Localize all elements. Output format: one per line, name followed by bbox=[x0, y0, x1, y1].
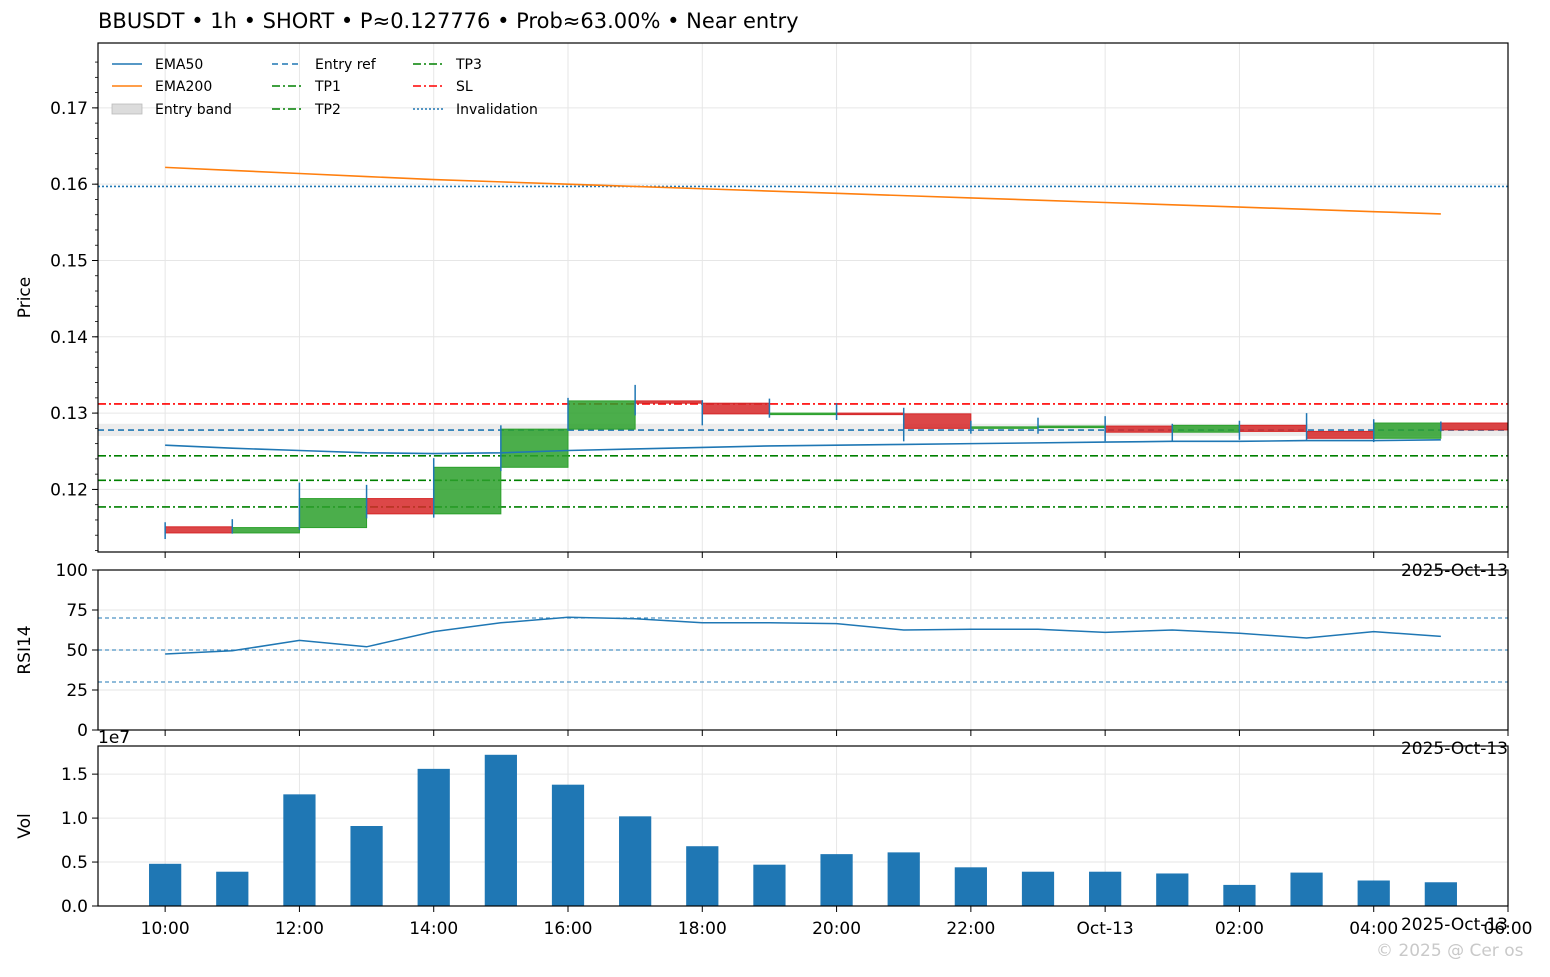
volume-bar bbox=[1290, 872, 1323, 906]
x-tick-label: 14:00 bbox=[409, 919, 458, 939]
candle-body bbox=[634, 400, 703, 404]
y-axis-label: RSI14 bbox=[15, 625, 35, 674]
volume-bar bbox=[619, 816, 652, 906]
x-tick-label: 12:00 bbox=[275, 919, 324, 939]
x-tick-label: 10:00 bbox=[141, 919, 190, 939]
legend-label: EMA200 bbox=[155, 79, 212, 95]
chart-title: BBUSDT • 1h • SHORT • P≈0.127776 • Prob≈… bbox=[98, 9, 799, 33]
x-tick-label: 22:00 bbox=[946, 919, 995, 939]
x-tick-label: Oct-13 bbox=[1077, 919, 1134, 939]
rsi-panel: 0 25 50 75 100 RSI14 2025-Oct-13 bbox=[15, 561, 1509, 759]
y-tick-label: 0.5 bbox=[61, 853, 88, 873]
legend-label: EMA50 bbox=[155, 57, 203, 73]
candle-body bbox=[701, 402, 770, 415]
y-tick-label: 0.13 bbox=[50, 404, 88, 424]
y-tick-label: 0 bbox=[77, 721, 88, 741]
ema200-line bbox=[165, 166, 1441, 215]
panel-frame bbox=[97, 569, 1509, 731]
x-tick-label: 16:00 bbox=[544, 919, 593, 939]
volume-bar bbox=[1357, 880, 1390, 906]
volume-bar bbox=[216, 871, 249, 906]
y-tick-label: 0.0 bbox=[61, 897, 88, 917]
candle-body bbox=[298, 498, 368, 529]
watermark: © 2025 @ Cer os bbox=[1376, 941, 1524, 961]
y-tick-label: 0.14 bbox=[50, 328, 88, 348]
y-tick-label: 0.15 bbox=[50, 251, 88, 271]
legend-label: SL bbox=[456, 79, 473, 95]
volume-bar bbox=[1089, 871, 1122, 906]
y-tick-label: 25 bbox=[66, 681, 88, 701]
candle-body bbox=[433, 466, 502, 515]
price-panel: 0.12 0.13 0.14 0.15 0.16 0.17 Price 2025-Oct-13… bbox=[15, 42, 1509, 581]
volume-bar bbox=[887, 852, 920, 906]
y-tick-label: 50 bbox=[66, 641, 88, 661]
volume-bar bbox=[551, 784, 585, 906]
volume-bar bbox=[1223, 884, 1256, 906]
candle-body bbox=[1104, 425, 1173, 433]
volume-exponent-label: 1e7 bbox=[98, 728, 130, 748]
volume-bar bbox=[484, 754, 517, 906]
candle-body bbox=[1306, 430, 1375, 439]
volume-bar bbox=[417, 768, 450, 906]
legend-label: Entry band bbox=[155, 102, 232, 118]
volume-bar bbox=[1424, 882, 1457, 906]
candle-body bbox=[231, 527, 300, 534]
panel-frame bbox=[97, 745, 1509, 907]
legend-label: TP3 bbox=[455, 57, 482, 73]
x-tick-label: 18:00 bbox=[678, 919, 727, 939]
x-offset-label: 2025-Oct-13 bbox=[1401, 915, 1508, 935]
x-tick-label: 20:00 bbox=[812, 919, 861, 939]
volume-bar bbox=[686, 846, 719, 906]
candle-body bbox=[1440, 422, 1509, 431]
candle-body bbox=[1171, 424, 1240, 433]
volume-panel: 0.0 0.5 1.0 1.5 Vol 2025-Oct-13 1e7 bbox=[15, 728, 1509, 935]
candle-body bbox=[1037, 425, 1106, 429]
x-tick-label: 02:00 bbox=[1215, 919, 1264, 939]
y-tick-label: 100 bbox=[56, 561, 88, 581]
volume-bar bbox=[283, 794, 316, 906]
volume-bar bbox=[149, 863, 182, 906]
x-tick-label: 06:00 bbox=[1484, 919, 1533, 939]
x-offset-label: 2025-Oct-13 bbox=[1401, 561, 1508, 581]
candle-body bbox=[970, 426, 1039, 429]
candle-body bbox=[836, 412, 905, 416]
ema50-line bbox=[165, 439, 1441, 455]
y-tick-label: 0.12 bbox=[50, 480, 88, 500]
legend-label: Invalidation bbox=[456, 102, 538, 118]
candle-body bbox=[567, 400, 636, 430]
volume-bar bbox=[753, 864, 786, 906]
volume-bar bbox=[954, 867, 987, 906]
candle-body bbox=[366, 498, 435, 515]
candle-body bbox=[768, 412, 838, 416]
legend-swatch bbox=[111, 103, 143, 115]
x-tick-label: 04:00 bbox=[1349, 919, 1398, 939]
rsi-line bbox=[165, 616, 1441, 655]
volume-bar bbox=[350, 826, 383, 906]
candle-body bbox=[164, 526, 233, 534]
legend-label: TP1 bbox=[314, 79, 341, 95]
y-tick-label: 75 bbox=[66, 601, 88, 621]
candle-body bbox=[1238, 424, 1308, 432]
volume-bar bbox=[1021, 871, 1055, 906]
candle-body bbox=[903, 413, 972, 429]
legend-label: Entry ref bbox=[315, 57, 377, 73]
volume-bar bbox=[1156, 873, 1189, 906]
legend-label: TP2 bbox=[314, 102, 341, 118]
y-tick-label: 0.17 bbox=[50, 99, 88, 119]
y-axis-label: Vol bbox=[15, 813, 35, 838]
x-axis: 10:00 12:00 14:00 16:00 18:00 20:00 22:00 Oct-1… bbox=[141, 919, 1533, 939]
y-axis-label: Price bbox=[15, 277, 35, 318]
panel-frame bbox=[97, 42, 1509, 553]
y-tick-label: 0.16 bbox=[50, 175, 88, 195]
candle-body bbox=[500, 428, 569, 468]
x-offset-label: 2025-Oct-13 bbox=[1401, 739, 1508, 759]
y-tick-label: 1.0 bbox=[61, 809, 88, 829]
candle-body bbox=[1373, 422, 1442, 439]
volume-bar bbox=[820, 854, 853, 906]
y-tick-label: 1.5 bbox=[61, 765, 88, 785]
